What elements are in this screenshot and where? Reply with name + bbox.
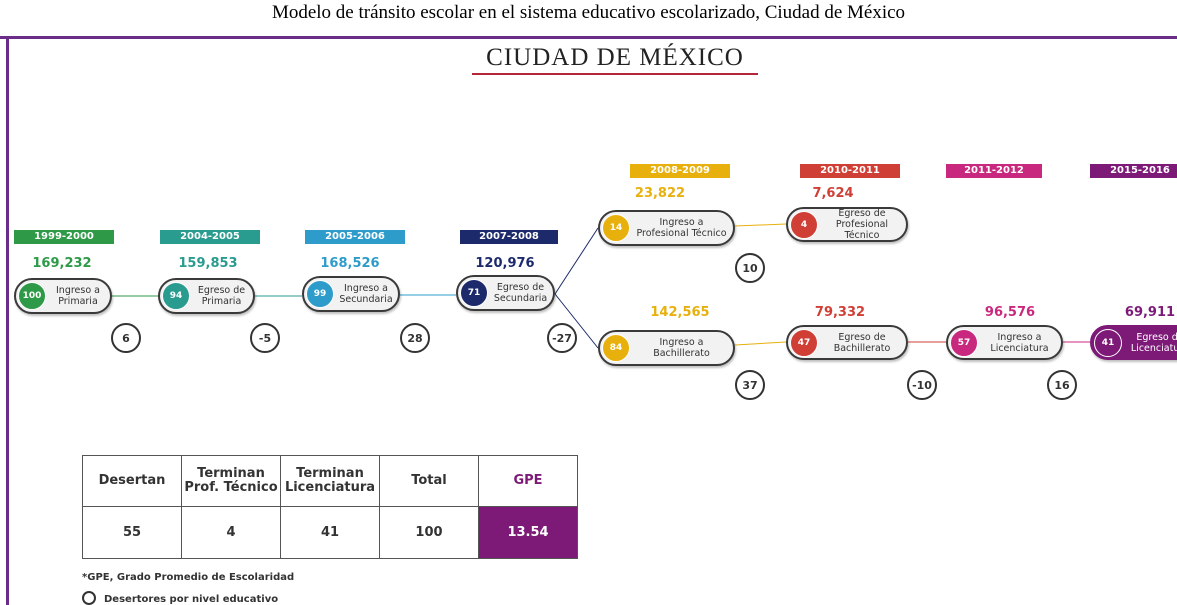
note: *GPE, Grado Promedio de Escolaridad [82, 572, 295, 583]
period-label: 2011-2012 [946, 164, 1042, 178]
node-count: 96,576 [984, 305, 1036, 320]
table-header-cell: Desertan [82, 455, 182, 507]
node-pill: 71 Egreso de Secundaria [456, 275, 555, 311]
page-title: Modelo de tránsito escolar en el sistema… [271, 2, 906, 23]
dropout-circle: -27 [547, 323, 577, 353]
dropout-circle: 37 [735, 370, 765, 400]
legend-circle [82, 591, 96, 605]
node-index: 100 [18, 282, 46, 310]
node-label: Ingreso a Secundaria [339, 283, 393, 305]
table-cell: 100 [379, 506, 479, 559]
node-count: 23,822 [634, 186, 686, 201]
node-count: 159,853 [178, 256, 238, 271]
node-label: Ingreso a Bachillerato [653, 337, 710, 359]
node-count: 7,624 [812, 186, 854, 201]
node-index: 99 [306, 280, 334, 308]
table-header-cell: Terminan Licenciatura [280, 455, 380, 507]
dropout-circle: 28 [400, 323, 430, 353]
node-pill: 41 Egreso de Licenciatura [1090, 325, 1177, 360]
connector [734, 341, 787, 346]
node-index: 41 [1094, 328, 1122, 357]
table-header-row: Desertan Terminan Prof. Técnico Terminan L… [82, 455, 578, 507]
dropout-circle: 6 [111, 323, 141, 353]
connector [554, 293, 599, 349]
table-row: 55 4 41 100 13.54 [82, 506, 578, 559]
node-label: Egreso de Bachillerato [833, 331, 891, 354]
connector [554, 227, 599, 295]
connector [734, 223, 787, 227]
node-pill: 100 Ingreso a Primaria [14, 278, 112, 314]
node-label: Egreso de Primaria [197, 285, 246, 307]
dropout-circle: 10 [735, 253, 765, 283]
node-count: 79,332 [814, 305, 866, 320]
node-label: Ingreso a Primaria [56, 285, 100, 307]
dropout-circle: -10 [907, 370, 937, 400]
node-label: Ingreso a Profesional Técnico [636, 217, 727, 239]
dropout-circle: -5 [250, 323, 280, 353]
period-label: 1999-2000 [14, 230, 114, 244]
table-cell: 13.54 [478, 506, 578, 559]
node-index: 84 [602, 334, 630, 362]
summary-table: Desertan Terminan Prof. Técnico Terminan L… [82, 455, 578, 559]
period-label: 2008-2009 [630, 164, 730, 178]
table-cell: 4 [181, 506, 281, 559]
node-pill: 14 Ingreso a Profesional Técnico [598, 210, 735, 246]
node-count: 168,526 [320, 256, 380, 271]
node-pill: 99 Ingreso a Secundaria [302, 276, 400, 312]
node-pill: 4 Egreso de Profesional Técnico [786, 207, 908, 242]
node-label: Ingreso a Licenciatura [990, 331, 1049, 354]
node-index: 47 [790, 328, 818, 357]
period-label: 2010-2011 [800, 164, 900, 178]
node-label: Egreso de Licenciatura [1130, 331, 1177, 354]
node-pill: 57 Ingreso a Licenciatura [946, 325, 1063, 360]
node-pill: 84 Ingreso a Bachillerato [598, 330, 735, 366]
node-index: 57 [950, 328, 978, 357]
table-header-cell: Total [379, 455, 479, 507]
node-index: 4 [790, 210, 818, 239]
period-label: 2015-2016 [1090, 164, 1177, 178]
period-label: 2005-2006 [305, 230, 405, 244]
node-label: Egreso de Secundaria [493, 282, 548, 304]
table-header-cell: GPE [478, 455, 578, 507]
left-border [6, 36, 9, 605]
node-index: 71 [460, 279, 488, 307]
header-underline [472, 73, 758, 75]
node-index: 94 [162, 282, 190, 310]
top-border [0, 36, 1177, 39]
node-count: 120,976 [475, 256, 535, 271]
header-title: CIUDAD DE MÉXICO [486, 44, 744, 71]
node-pill: 94 Egreso de Primaria [158, 278, 255, 314]
node-label: Egreso de Profesional Técnico [835, 208, 889, 241]
table-header-cell: Terminan Prof. Técnico [181, 455, 281, 507]
node-count: 69,911 [1124, 305, 1176, 320]
period-label: 2007-2008 [460, 230, 558, 244]
dropout-circle: 16 [1047, 370, 1077, 400]
note: Desertores por nivel educativo [104, 594, 279, 605]
table-cell: 41 [280, 506, 380, 559]
period-label: 2004-2005 [160, 230, 260, 244]
node-pill: 47 Egreso de Bachillerato [786, 325, 908, 360]
node-index: 14 [602, 214, 630, 242]
node-count: 142,565 [650, 305, 710, 320]
table-cell: 55 [82, 506, 182, 559]
node-count: 169,232 [32, 256, 92, 271]
